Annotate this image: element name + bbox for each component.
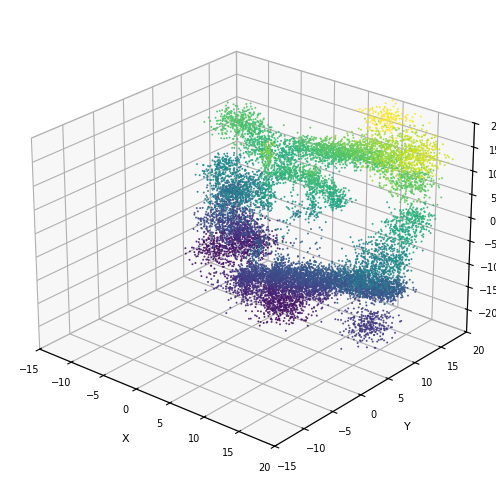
X-axis label: X: X (122, 434, 129, 445)
Y-axis label: Y: Y (404, 422, 411, 432)
